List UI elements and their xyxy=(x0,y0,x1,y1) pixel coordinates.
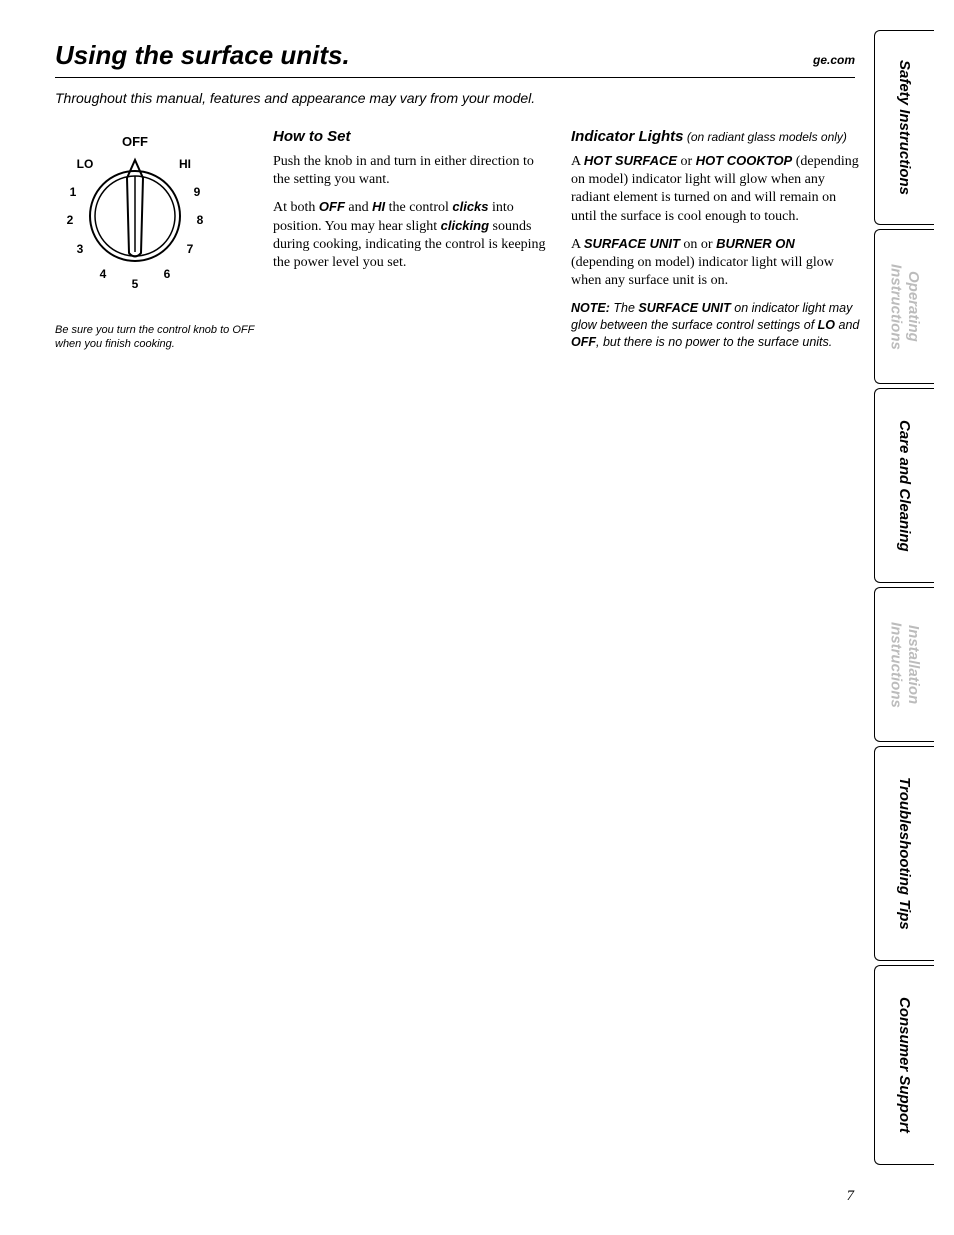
indicator-heading-text: Indicator Lights xyxy=(571,128,684,145)
p2-text-a: At both xyxy=(273,200,319,215)
indicator-p1: A HOT SURFACE or HOT COOKTOP (depending … xyxy=(571,153,861,226)
knob-label-2: 2 xyxy=(67,213,74,227)
knob-column: OFF LO HI 1 2 3 4 5 6 7 8 9 Be s xyxy=(55,128,255,352)
indicator-heading: Indicator Lights (on radiant glass model… xyxy=(571,128,861,145)
knob-label-1: 1 xyxy=(70,185,77,199)
ip2-a: A xyxy=(571,237,584,252)
knob-label-off: OFF xyxy=(122,134,148,149)
p2-off: OFF xyxy=(319,199,345,214)
content-columns: OFF LO HI 1 2 3 4 5 6 7 8 9 Be s xyxy=(55,128,855,352)
note-off: OFF xyxy=(571,335,596,349)
brand-url: ge.com xyxy=(813,53,855,67)
ip1-hot-cooktop: HOT COOKTOP xyxy=(696,153,793,168)
knob-label-3: 3 xyxy=(77,242,84,256)
ip2-b: on or xyxy=(680,237,716,252)
ip2-surface-unit: SURFACE UNIT xyxy=(584,236,680,251)
side-tab-5[interactable]: Consumer Support xyxy=(874,965,934,1165)
p2-hi: HI xyxy=(372,199,385,214)
how-to-set-column: How to Set Push the knob in and turn in … xyxy=(273,128,553,352)
note-lo: LO xyxy=(818,318,835,332)
title-row: Using the surface units. ge.com xyxy=(55,40,855,78)
indicator-column: Indicator Lights (on radiant glass model… xyxy=(571,128,861,352)
knob-label-8: 8 xyxy=(197,213,204,227)
knob-label-7: 7 xyxy=(187,242,194,256)
ip1-b: or xyxy=(677,154,696,169)
side-tab-2[interactable]: Care and Cleaning xyxy=(874,388,934,583)
page-content: Using the surface units. ge.com Througho… xyxy=(55,40,855,352)
note-label: NOTE: xyxy=(571,301,610,315)
note-d: and xyxy=(835,318,859,332)
indicator-note: NOTE: The SURFACE UNIT on indicator ligh… xyxy=(571,300,861,351)
knob-label-5: 5 xyxy=(132,277,139,291)
ip2-burner-on: BURNER ON xyxy=(716,236,795,251)
knob-label-lo: LO xyxy=(77,157,94,171)
p2-clicking: clicking xyxy=(441,218,489,233)
p2-text-b: and xyxy=(345,200,372,215)
knob-label-4: 4 xyxy=(100,267,107,281)
note-e: , but there is no power to the surface u… xyxy=(596,335,832,349)
side-tab-3[interactable]: Installation Instructions xyxy=(874,587,934,742)
knob-diagram: OFF LO HI 1 2 3 4 5 6 7 8 9 xyxy=(55,128,215,308)
side-tab-1[interactable]: Operating Instructions xyxy=(874,229,934,384)
subtitle: Throughout this manual, features and app… xyxy=(55,90,855,106)
ip1-hot-surface: HOT SURFACE xyxy=(584,153,677,168)
p2-text-c: the control xyxy=(385,200,452,215)
page-title: Using the surface units. xyxy=(55,40,350,71)
how-to-set-p1: Push the knob in and turn in either dire… xyxy=(273,153,553,189)
knob-label-6: 6 xyxy=(164,267,171,281)
side-tab-0[interactable]: Safety Instructions xyxy=(874,30,934,225)
indicator-p2: A SURFACE UNIT on or BURNER ON (dependin… xyxy=(571,236,861,291)
knob-label-9: 9 xyxy=(194,185,201,199)
side-tabs: Safety InstructionsOperating Instruction… xyxy=(874,30,934,1210)
how-to-set-heading: How to Set xyxy=(273,128,553,145)
note-surface-unit: SURFACE UNIT xyxy=(638,301,730,315)
side-tab-4[interactable]: Troubleshooting Tips xyxy=(874,746,934,961)
page-number: 7 xyxy=(847,1188,855,1205)
how-to-set-p2: At both OFF and HI the control clicks in… xyxy=(273,199,553,272)
ip1-a: A xyxy=(571,154,584,169)
indicator-heading-suffix: (on radiant glass models only) xyxy=(684,130,847,144)
knob-caption: Be sure you turn the control knob to OFF… xyxy=(55,323,255,352)
ip2-c: (depending on model) indicator light wil… xyxy=(571,255,834,288)
p2-clicks: clicks xyxy=(452,199,488,214)
knob-label-hi: HI xyxy=(179,157,191,171)
note-b: The xyxy=(610,301,639,315)
